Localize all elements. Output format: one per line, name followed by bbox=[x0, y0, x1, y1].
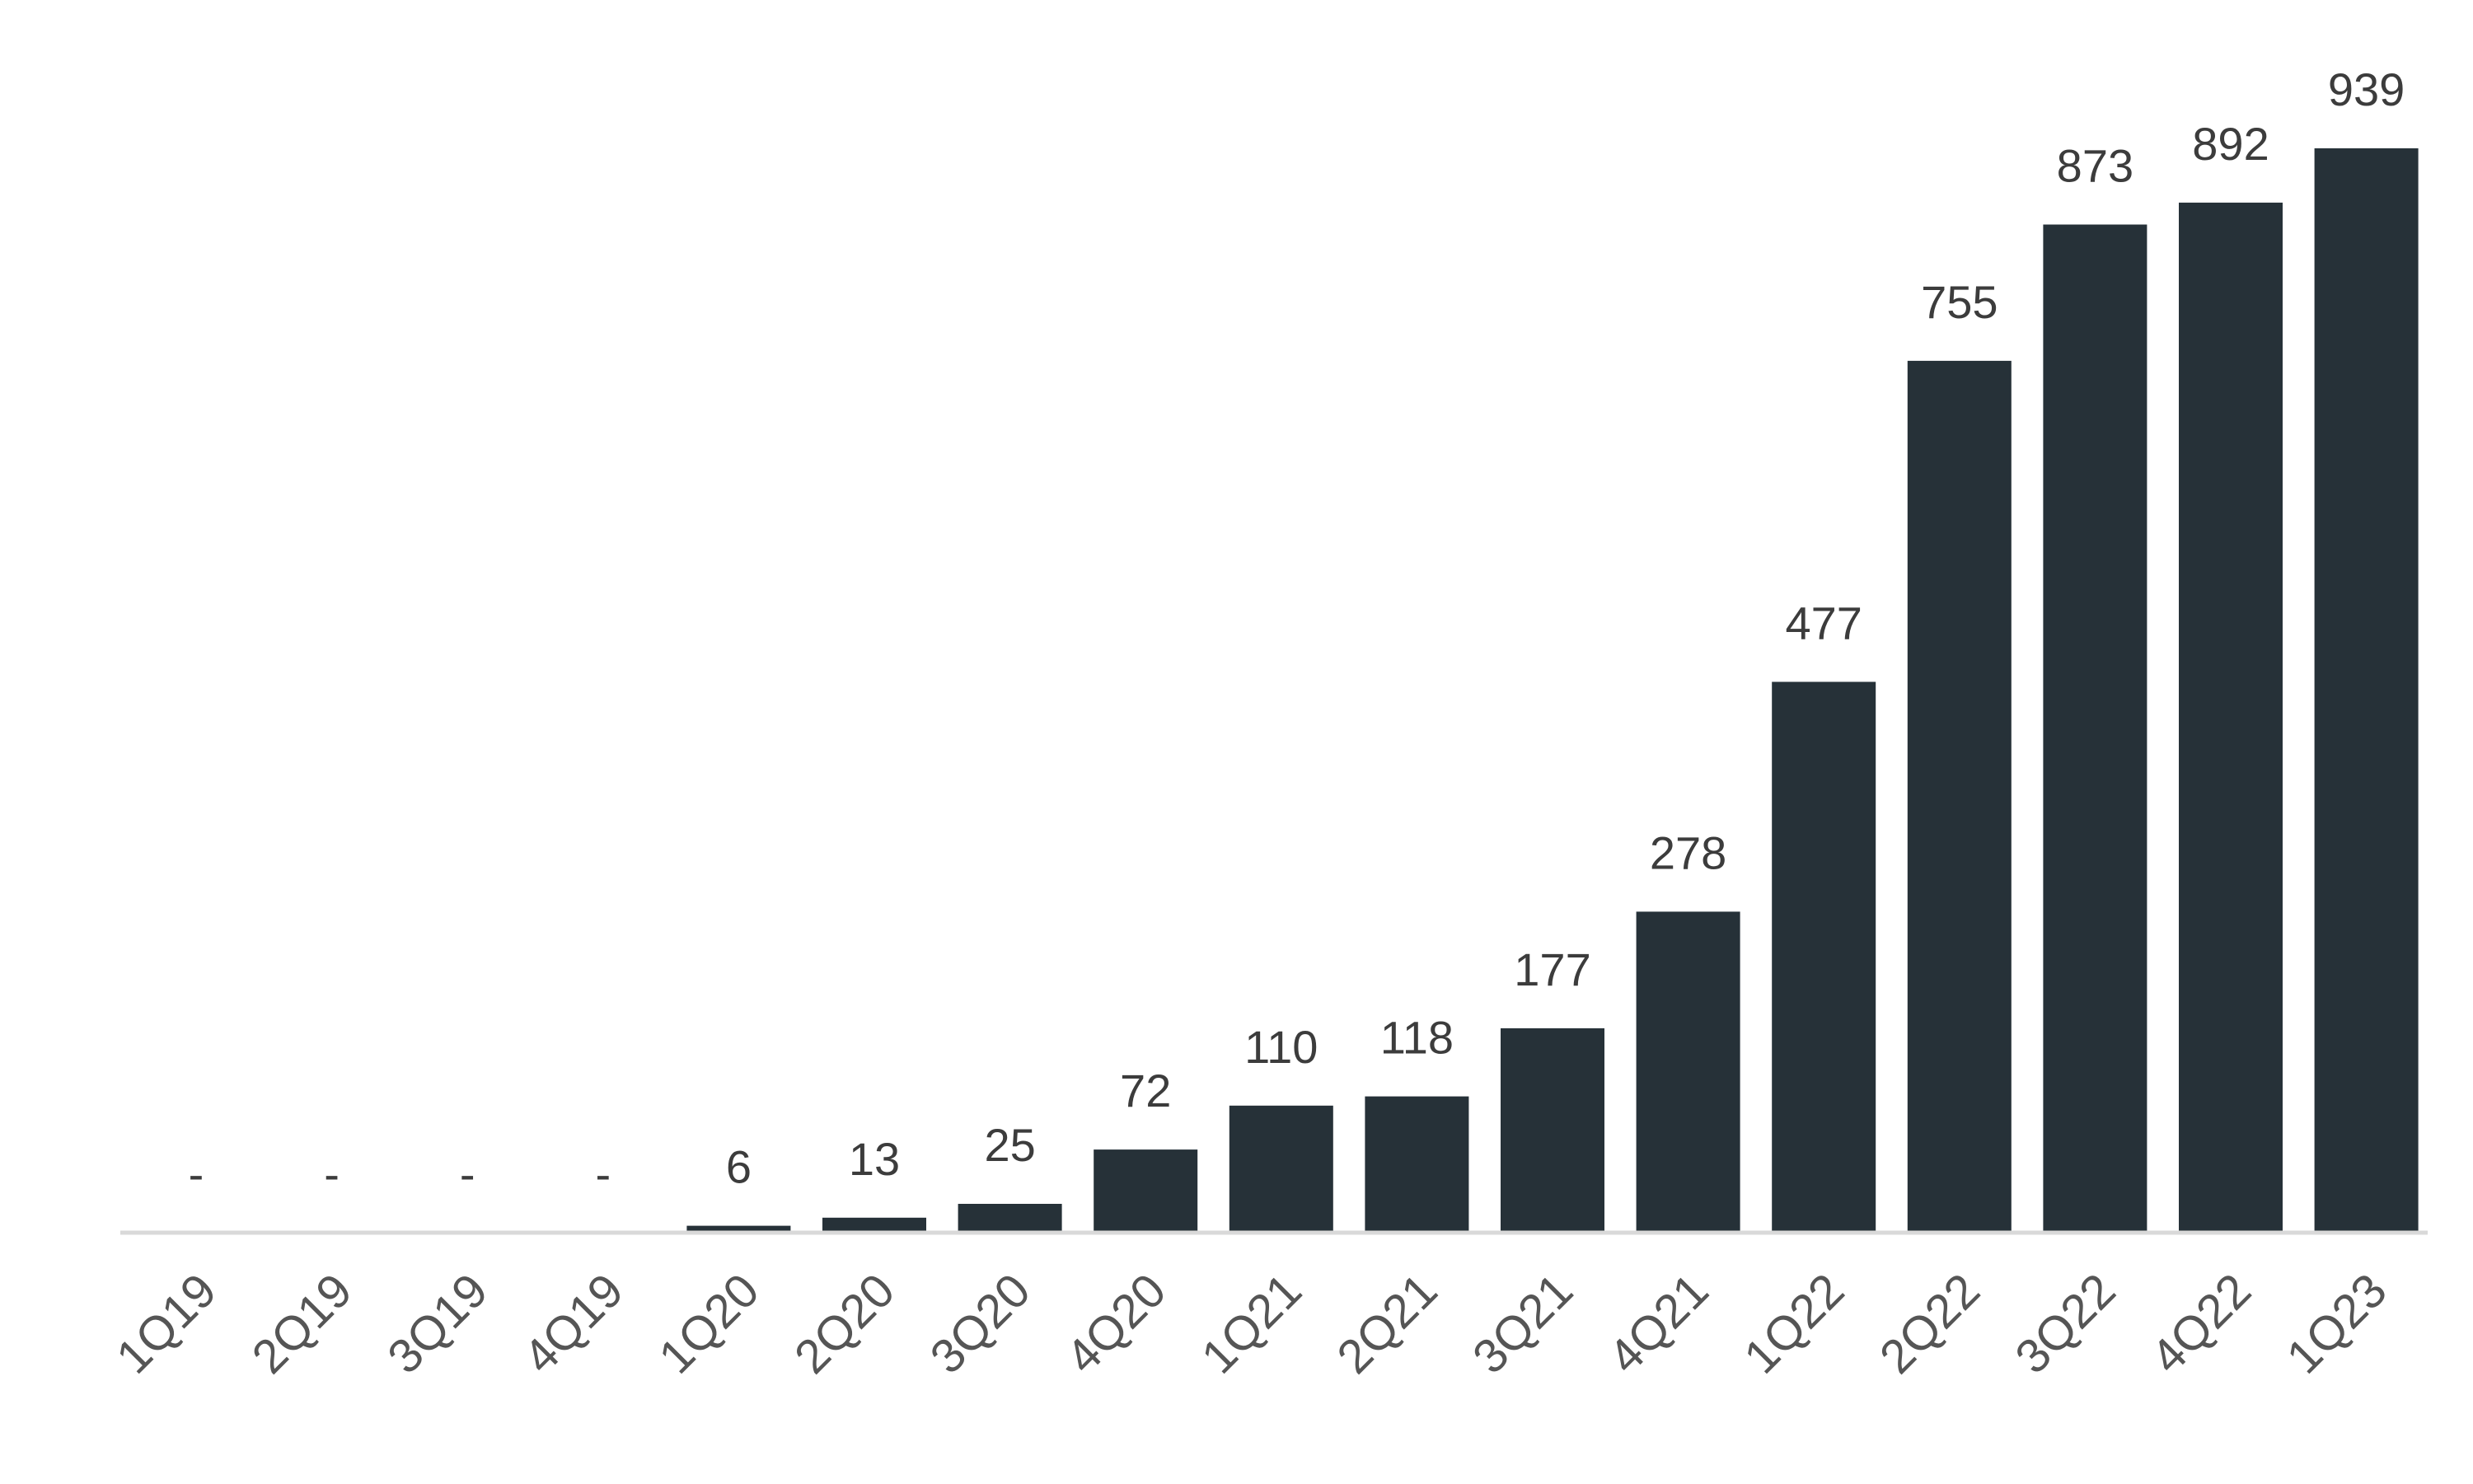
data-label-2Q19: - bbox=[324, 1148, 340, 1200]
data-label-1Q21: 110 bbox=[1244, 1021, 1318, 1073]
data-label-4Q20: 72 bbox=[1120, 1065, 1171, 1117]
bar-2Q22 bbox=[1907, 360, 2012, 1233]
bar-1Q23 bbox=[2314, 148, 2419, 1233]
bar-4Q21 bbox=[1636, 911, 1740, 1233]
data-label-4Q22: 892 bbox=[2192, 118, 2269, 170]
x-tick-4Q19: 4Q19 bbox=[513, 1263, 634, 1383]
bar-2Q21 bbox=[1365, 1096, 1469, 1233]
data-label-4Q21: 278 bbox=[1650, 826, 1726, 878]
data-label-2Q20: 13 bbox=[849, 1133, 900, 1185]
bar-1Q22 bbox=[1772, 681, 1876, 1233]
x-tick-1Q19: 1Q19 bbox=[106, 1263, 227, 1383]
x-tick-3Q20: 3Q20 bbox=[920, 1263, 1040, 1383]
x-tick-1Q23: 1Q23 bbox=[2276, 1263, 2396, 1383]
bar-1Q20 bbox=[686, 1225, 791, 1233]
x-tick-4Q20: 4Q20 bbox=[1056, 1263, 1176, 1383]
x-tick-4Q22: 4Q22 bbox=[2141, 1263, 2261, 1383]
x-tick-2Q21: 2Q21 bbox=[1327, 1263, 1447, 1383]
x-tick-3Q22: 3Q22 bbox=[2005, 1263, 2125, 1383]
data-label-4Q19: - bbox=[595, 1148, 611, 1200]
bar-3Q22 bbox=[2043, 224, 2147, 1233]
x-tick-2Q19: 2Q19 bbox=[241, 1263, 362, 1383]
data-label-1Q22: 477 bbox=[1785, 597, 1862, 649]
x-tick-1Q21: 1Q21 bbox=[1192, 1263, 1312, 1383]
data-label-2Q22: 755 bbox=[1921, 276, 1998, 328]
data-label-3Q21: 177 bbox=[1514, 943, 1590, 995]
bar-4Q20 bbox=[1094, 1149, 1198, 1233]
bar-2Q20 bbox=[822, 1217, 926, 1233]
data-label-1Q20: 6 bbox=[726, 1141, 752, 1193]
x-tick-2Q22: 2Q22 bbox=[1870, 1263, 1990, 1383]
data-label-3Q20: 25 bbox=[984, 1119, 1035, 1171]
x-tick-labels-group: 1Q19 2Q19 3Q19 4Q19 1Q20 2Q20 3Q20 4Q20 1Q21 2Q21… bbox=[106, 1263, 2397, 1383]
bar-3Q20 bbox=[958, 1204, 1062, 1233]
x-tick-3Q19: 3Q19 bbox=[377, 1263, 498, 1383]
bar-3Q21 bbox=[1501, 1028, 1604, 1233]
bars-group bbox=[686, 148, 2419, 1233]
bar-1Q21 bbox=[1229, 1105, 1333, 1233]
x-tick-1Q20: 1Q20 bbox=[649, 1263, 769, 1383]
x-tick-4Q21: 4Q21 bbox=[1598, 1263, 1718, 1383]
data-label-3Q22: 873 bbox=[2057, 140, 2133, 192]
x-tick-1Q22: 1Q22 bbox=[1734, 1263, 1854, 1383]
x-tick-3Q21: 3Q21 bbox=[1463, 1263, 1583, 1383]
data-labels-group: - - - - 6 13 25 72 110 118 177 278 477 755 873 892 939 bbox=[189, 63, 2405, 1200]
data-label-2Q21: 118 bbox=[1380, 1012, 1454, 1064]
bar-4Q22 bbox=[2179, 202, 2283, 1233]
data-label-1Q23: 939 bbox=[2328, 63, 2405, 115]
data-label-3Q19: - bbox=[460, 1148, 475, 1200]
x-tick-2Q20: 2Q20 bbox=[785, 1263, 905, 1383]
data-label-1Q19: - bbox=[189, 1148, 204, 1200]
